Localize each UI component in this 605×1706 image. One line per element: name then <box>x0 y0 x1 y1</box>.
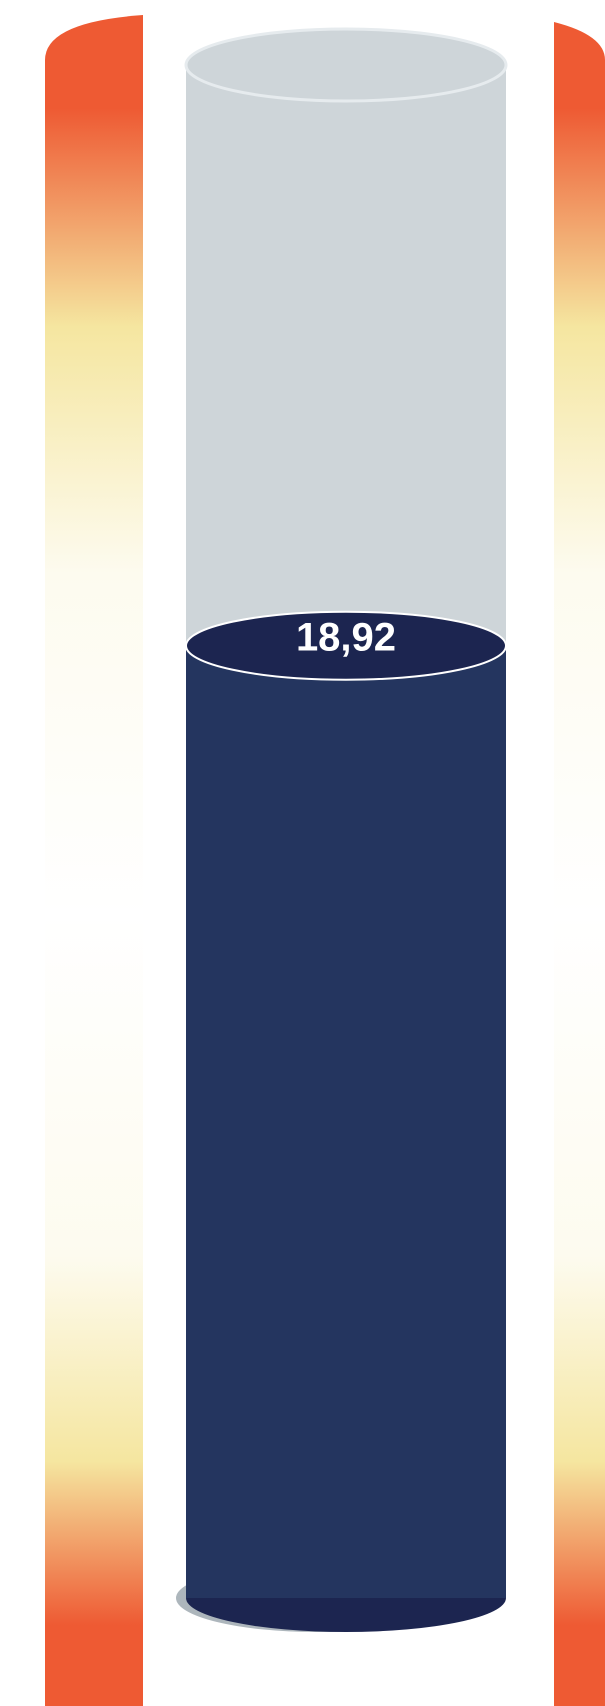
right-scale-band <box>554 22 605 1706</box>
liquid-surface <box>185 610 507 681</box>
left-scale-band <box>45 15 143 1706</box>
tube-top-rim <box>184 27 508 103</box>
liquid-column <box>186 645 506 1598</box>
gauge-value-label: 18,92 <box>296 615 396 659</box>
